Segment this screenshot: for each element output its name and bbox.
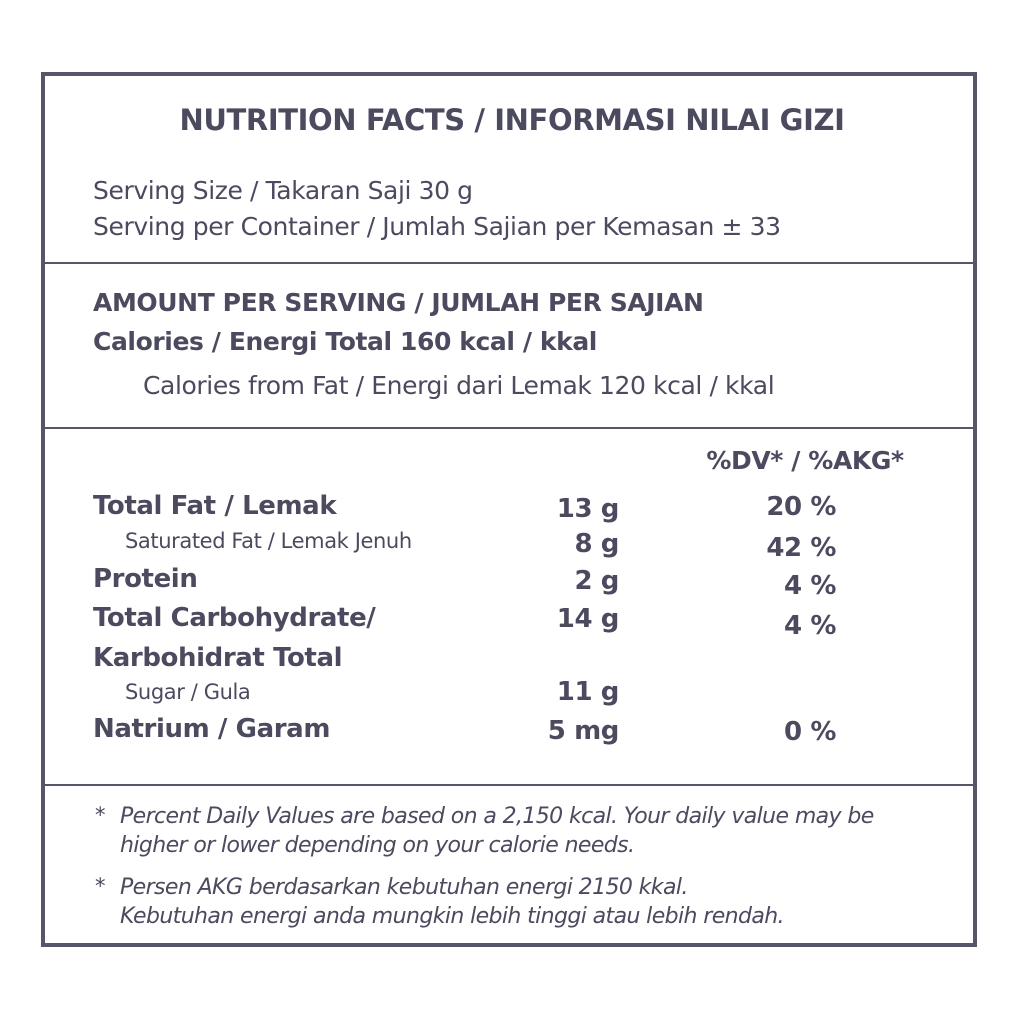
calories-from-fat: Calories from Fat / Energi dari Lemak 12… [143, 371, 775, 400]
nutrition-label [41, 72, 977, 947]
nutrient-name: Total Fat / Lemak [93, 491, 337, 521]
serving-size: Serving Size / Takaran Saji 30 g [93, 176, 473, 205]
nutrient-name: Protein [93, 564, 198, 594]
nutrient-dv: 4 % [784, 571, 836, 601]
nutrient-dv: 20 % [766, 492, 836, 522]
footnote-id-line2: Kebutuhan energi anda mungkin lebih ting… [120, 904, 785, 929]
nutrient-name: Sugar / Gula [125, 680, 251, 704]
footnote-id-line1: Persen AKG berdasarkan kebutuhan energi … [120, 875, 688, 900]
section-divider [45, 784, 973, 786]
calories-total: Calories / Energi Total 160 kcal / kkal [93, 327, 597, 356]
footnote-marker: * [95, 874, 106, 898]
nutrient-name: Natrium / Garam [93, 714, 331, 744]
footnote-marker: * [95, 803, 106, 827]
section-divider [45, 427, 973, 429]
footnote-en-line1: Percent Daily Values are based on a 2,15… [120, 804, 874, 829]
nutrient-amount: 5 mg [547, 716, 620, 746]
label-title: NUTRITION FACTS / INFORMASI NILAI GIZI [179, 103, 845, 137]
nutrient-dv: 42 % [766, 533, 836, 563]
nutrient-amount: 11 g [556, 677, 620, 707]
nutrient-amount: 14 g [556, 604, 620, 634]
amount-per-serving-heading: AMOUNT PER SERVING / JUMLAH PER SAJIAN [93, 288, 704, 317]
footnote-en-line2: higher or lower depending on your calori… [120, 833, 635, 858]
nutrient-amount: 8 g [574, 529, 619, 559]
nutrient-name: Saturated Fat / Lemak Jenuh [125, 529, 412, 553]
section-divider [45, 262, 973, 264]
servings-per-container: Serving per Container / Jumlah Sajian pe… [93, 212, 781, 241]
nutrient-name-line2: Karbohidrat Total [93, 643, 343, 673]
nutrient-amount: 13 g [556, 494, 620, 524]
nutrient-amount: 2 g [574, 566, 619, 596]
nutrient-dv: 0 % [784, 717, 836, 747]
nutrient-name: Total Carbohydrate/ [93, 603, 376, 633]
dv-column-header: %DV* / %AKG* [706, 446, 904, 475]
nutrient-dv: 4 % [784, 611, 836, 641]
